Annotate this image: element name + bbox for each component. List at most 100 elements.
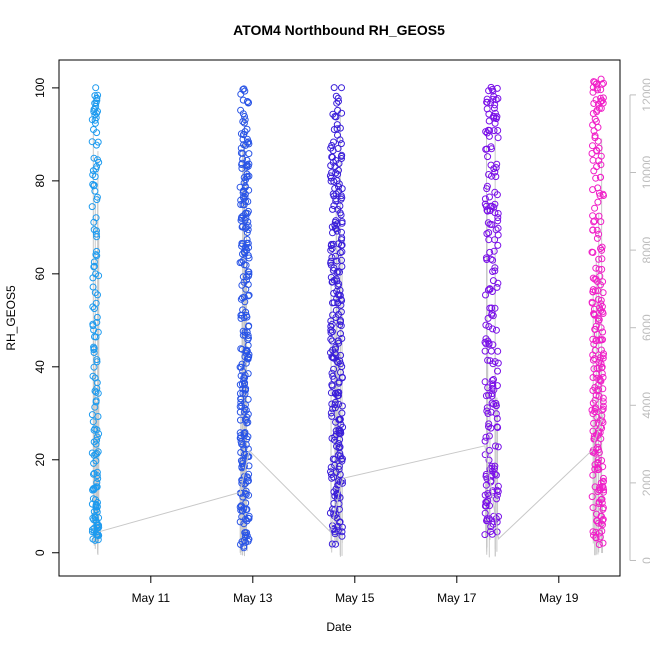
data-point	[239, 201, 247, 209]
x-tick-label: May 17	[437, 591, 477, 605]
data-point	[338, 185, 346, 193]
plot-frame	[58, 59, 621, 577]
data-point	[91, 92, 99, 100]
data-point	[492, 326, 500, 334]
data-point	[489, 360, 497, 368]
data-point	[245, 535, 253, 543]
data-point	[335, 505, 343, 513]
data-point	[597, 86, 605, 94]
data-point	[332, 169, 340, 177]
x-tick-label: May 11	[132, 591, 171, 605]
data-point	[88, 203, 96, 211]
data-point	[482, 392, 490, 400]
data-point	[243, 162, 250, 170]
data-point	[243, 517, 251, 525]
y2-tick-label: 10000	[640, 156, 650, 190]
data-point	[242, 506, 250, 514]
data-point	[338, 248, 346, 256]
data-point	[589, 427, 597, 435]
data-point	[481, 531, 489, 539]
data-point	[328, 369, 336, 377]
data-point	[241, 328, 249, 336]
altitude-connector-line	[98, 413, 605, 540]
data-point	[595, 519, 602, 527]
data-point	[89, 514, 97, 522]
data-point	[482, 481, 490, 489]
data-point	[334, 337, 342, 345]
y-tick-label: 40	[33, 360, 47, 374]
data-point	[330, 138, 337, 146]
data-point	[594, 427, 602, 435]
data-point	[485, 420, 493, 428]
data-point	[593, 387, 601, 395]
data-point	[238, 538, 246, 546]
data-point	[236, 518, 244, 526]
data-point	[483, 256, 491, 263]
data-point	[482, 502, 490, 510]
data-point	[242, 385, 250, 393]
data-point	[483, 129, 491, 137]
data-point	[595, 364, 603, 372]
data-point	[91, 374, 99, 382]
data-point	[242, 261, 250, 269]
data-point	[93, 227, 100, 235]
data-point	[491, 209, 499, 217]
data-point	[337, 301, 345, 309]
y2-tick-label: 2000	[640, 469, 650, 496]
data-point	[484, 219, 492, 227]
data-point	[481, 338, 489, 346]
data-point	[493, 518, 501, 526]
data-point	[329, 110, 337, 118]
data-point	[589, 387, 597, 394]
data-point	[588, 493, 596, 501]
data-point	[92, 251, 100, 259]
data-point	[337, 318, 344, 326]
data-point	[595, 230, 603, 238]
data-point	[93, 247, 101, 255]
data-point	[332, 252, 339, 260]
data-point	[236, 503, 244, 511]
data-point	[486, 248, 494, 256]
data-point	[491, 236, 499, 244]
data-point	[88, 138, 96, 146]
data-point	[589, 83, 597, 91]
data-point	[483, 95, 491, 103]
data-point	[593, 234, 601, 242]
data-point	[327, 162, 335, 170]
data-point	[485, 323, 493, 330]
data-point	[244, 292, 252, 300]
data-point	[591, 204, 599, 212]
data-point	[328, 278, 336, 286]
data-point	[600, 79, 607, 87]
data-point	[237, 201, 245, 208]
data-point	[91, 116, 99, 124]
data-point	[240, 174, 248, 181]
data-point	[489, 487, 497, 495]
data-point	[338, 457, 346, 465]
data-point	[599, 354, 607, 362]
data-point	[93, 252, 101, 260]
y2-axis: 0 2000 4000 6000 8000 10000 12000	[629, 78, 650, 564]
data-point	[91, 173, 99, 181]
data-point	[327, 246, 335, 254]
data-point	[328, 474, 336, 482]
y-tick-label: 20	[33, 453, 47, 467]
data-point	[88, 449, 96, 457]
y2-tick-label: 12000	[640, 78, 650, 112]
data-point	[588, 298, 596, 306]
data-point	[92, 397, 100, 405]
data-point	[482, 291, 489, 299]
data-point	[90, 263, 98, 271]
data-point	[599, 402, 607, 410]
data-point	[485, 446, 493, 454]
data-point	[238, 294, 246, 302]
data-point	[489, 341, 497, 349]
data-point	[485, 423, 492, 431]
data-point	[331, 185, 339, 192]
data-point	[329, 526, 337, 534]
data-point	[590, 419, 598, 427]
data-point	[337, 192, 345, 200]
data-point	[90, 126, 97, 133]
data-point	[591, 408, 599, 415]
data-point	[327, 389, 335, 397]
